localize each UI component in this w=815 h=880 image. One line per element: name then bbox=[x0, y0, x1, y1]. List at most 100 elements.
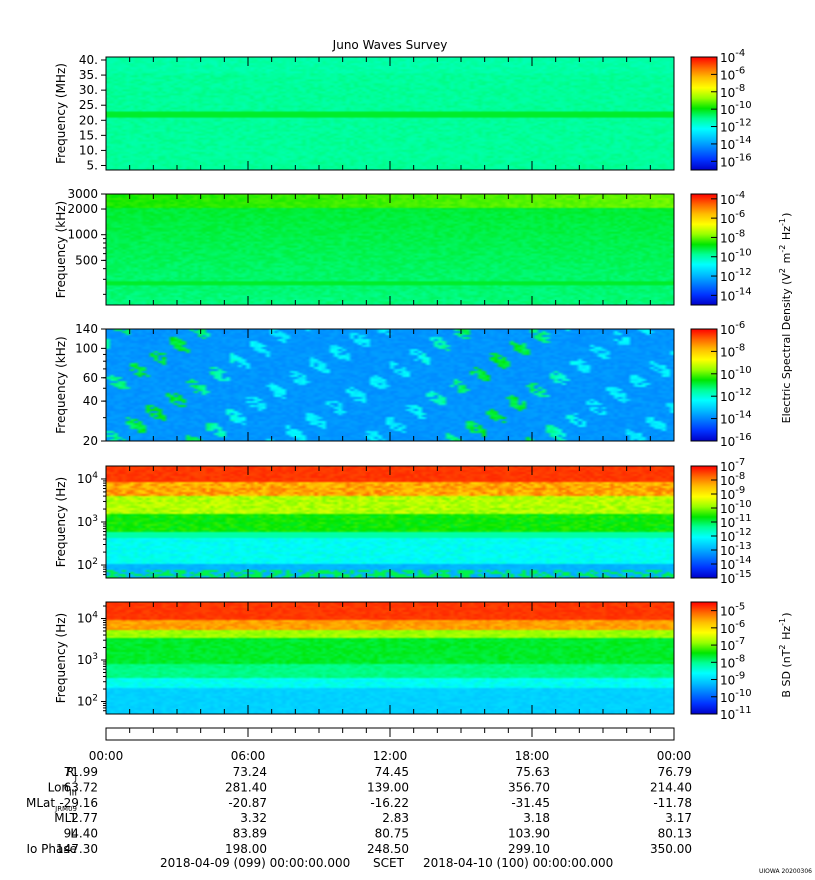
ephemeris-value: 76.79 bbox=[658, 765, 692, 779]
panel-2-cbar-label: 10-8 bbox=[720, 228, 745, 245]
panel-2-ytick-label: 1000 bbox=[67, 228, 98, 242]
panel-3: 20 40 60 100 140 Frequency (kHz) 10-16 10-14 10-… bbox=[54, 320, 752, 449]
panel-1-cbar-label: 10-4 bbox=[720, 48, 745, 65]
ephemeris-value: -29.16 bbox=[59, 796, 98, 810]
ephemeris-row-label: L bbox=[70, 827, 77, 841]
ephemeris-value: 147.30 bbox=[56, 842, 98, 856]
panel-3-cbar-label: 10-10 bbox=[720, 365, 752, 382]
panel-2-ylabel: Frequency (kHz) bbox=[54, 201, 68, 298]
panel-4-cbar-label: 10-11 bbox=[720, 513, 752, 530]
ephemeris-value: 350.00 bbox=[650, 842, 692, 856]
panel-1-cbar-label: 10-12 bbox=[720, 118, 752, 135]
panel-3-cbar-label: 10-6 bbox=[720, 320, 745, 337]
time-axis: 00:00 06:00 12:00 18:00 00:00 bbox=[89, 727, 692, 763]
panel-1-ylabel: Frequency (MHz) bbox=[54, 63, 68, 164]
panel-1-cbar-label: 10-16 bbox=[720, 152, 752, 169]
panel-1-ytick-label: 30. bbox=[79, 83, 98, 97]
ephemeris-value: 3.17 bbox=[665, 811, 692, 825]
colorbar-side-labels: Electric Spectral Density (V2 m-2 Hz-1 )… bbox=[778, 213, 793, 698]
panel-4-cbar-label: 10-15 bbox=[720, 569, 752, 586]
ephemeris-row-label: LonIII bbox=[48, 780, 77, 798]
panel-1-ytick-label: 15. bbox=[79, 128, 98, 142]
panel-3-ylabel: Frequency (kHz) bbox=[54, 336, 68, 433]
ephemeris-value: 139.00 bbox=[367, 780, 409, 794]
panel-3-cbar-label: 10-12 bbox=[720, 387, 752, 404]
panel-3-cbar-label: 10-8 bbox=[720, 342, 745, 359]
panel-3-cbar-label: 10-14 bbox=[720, 410, 752, 427]
panel-1-cbar-label: 10-10 bbox=[720, 100, 752, 117]
ephemeris-value: 80.75 bbox=[375, 827, 409, 841]
panel-5-cbar-label: 10-8 bbox=[720, 653, 745, 670]
panel-1-cbar-label: 10-14 bbox=[720, 135, 752, 152]
ephemeris-value: 83.89 bbox=[233, 827, 267, 841]
panel-2-cbar-label: 10-4 bbox=[720, 190, 745, 207]
ephemeris-value: -11.78 bbox=[653, 796, 692, 810]
panel-4-cbar-label: 10-14 bbox=[720, 555, 752, 572]
panel-4-ytick-label: 104 bbox=[77, 471, 98, 486]
panel-1-cbar-label: 10-6 bbox=[720, 65, 745, 82]
panel-1-cbar-label: 10-8 bbox=[720, 83, 745, 100]
ephemeris-row-label: MLatJRM09 bbox=[26, 796, 77, 813]
panel-4-cbar-label: 10-12 bbox=[720, 527, 752, 544]
panel-5-ylabel: Frequency (Hz) bbox=[54, 613, 68, 704]
panel-3-ytick-label: 140 bbox=[75, 322, 98, 336]
ephemeris-value: 3.32 bbox=[240, 811, 267, 825]
ephemeris-value: 80.13 bbox=[658, 827, 692, 841]
panel-1-ytick-label: 20. bbox=[79, 113, 98, 127]
panel-1-spectrogram bbox=[106, 57, 674, 170]
panel-5-cbar-label: 10-6 bbox=[720, 619, 745, 636]
ephemeris-value: 3.18 bbox=[523, 811, 550, 825]
panel-3-ytick-label: 40 bbox=[83, 394, 98, 408]
ephemeris-value: 63.72 bbox=[64, 780, 98, 794]
panel-4-cbar-label: 10-9 bbox=[720, 485, 745, 502]
panel-3-ytick-label: 20 bbox=[83, 434, 98, 448]
panel-5-cbar-label: 10-11 bbox=[720, 705, 752, 722]
ephemeris-value: 214.40 bbox=[650, 780, 692, 794]
panel-3-cbar-label: 10-16 bbox=[720, 432, 752, 449]
panel-1-ytick-label: 25. bbox=[79, 98, 98, 112]
ephemeris-value: -31.45 bbox=[511, 796, 550, 810]
ephemeris-value: 75.63 bbox=[516, 765, 550, 779]
ephemeris-value: 281.40 bbox=[225, 780, 267, 794]
spectrogram-panels: 5.10.15.20.25.30.35.40. Frequency (MHz) 10… bbox=[54, 48, 752, 722]
panel-2-colorbar bbox=[690, 193, 718, 306]
time-tick-label: 12:00 bbox=[373, 749, 408, 763]
panel-4-cbar-label: 10-7 bbox=[720, 457, 745, 474]
panel-5-cbar-label: 10-9 bbox=[720, 671, 745, 688]
ephemeris-row-label: Rj bbox=[66, 765, 77, 783]
panel-5-colorbar bbox=[690, 601, 718, 715]
ephemeris-value: 2.83 bbox=[382, 811, 409, 825]
time-tick-label: 06:00 bbox=[231, 749, 266, 763]
footer-end-time: 2018-04-10 (100) 00:00:00.000 bbox=[423, 856, 613, 870]
panel-5-cbar-label: 10-5 bbox=[720, 602, 745, 619]
panel-2-cbar-label: 10-6 bbox=[720, 209, 745, 226]
ephemeris-row-label: MLT bbox=[54, 811, 77, 825]
panel-2-cbar-label: 10-14 bbox=[720, 286, 752, 303]
panel-4-ytick-label: 103 bbox=[77, 514, 98, 529]
credit-stamp: UIOWA 20200306 bbox=[759, 868, 812, 875]
panel-3-spectrogram bbox=[106, 329, 674, 441]
panel-1-colorbar bbox=[690, 56, 718, 171]
ephemeris-value: 299.10 bbox=[508, 842, 550, 856]
panel-4-cbar-label: 10-13 bbox=[720, 541, 752, 558]
magnetic-spectral-density-label: B SD (nT2 Hz-1 ) bbox=[778, 612, 793, 697]
panel-2-ytick-label: 3000 bbox=[67, 187, 98, 201]
ephemeris-value: 2.77 bbox=[71, 811, 98, 825]
panel-5-ytick-label: 103 bbox=[77, 652, 98, 667]
panel-2-ytick-label: 500 bbox=[75, 253, 98, 267]
ephemeris-value: 356.70 bbox=[508, 780, 550, 794]
footer-axis-name: SCET bbox=[373, 856, 405, 870]
panel-1-ytick-label: 35. bbox=[79, 68, 98, 82]
panel-3-ytick-label: 60 bbox=[83, 371, 98, 385]
panel-4-ylabel: Frequency (Hz) bbox=[54, 477, 68, 568]
ephemeris-value: -16.22 bbox=[370, 796, 409, 810]
panel-1-ytick-label: 10. bbox=[79, 143, 98, 157]
panel-5-ytick-label: 102 bbox=[77, 694, 98, 709]
ephemeris-value: 248.50 bbox=[367, 842, 409, 856]
panel-1-ytick-label: 40. bbox=[79, 53, 98, 67]
time-tick-label: 00:00 bbox=[657, 749, 692, 763]
